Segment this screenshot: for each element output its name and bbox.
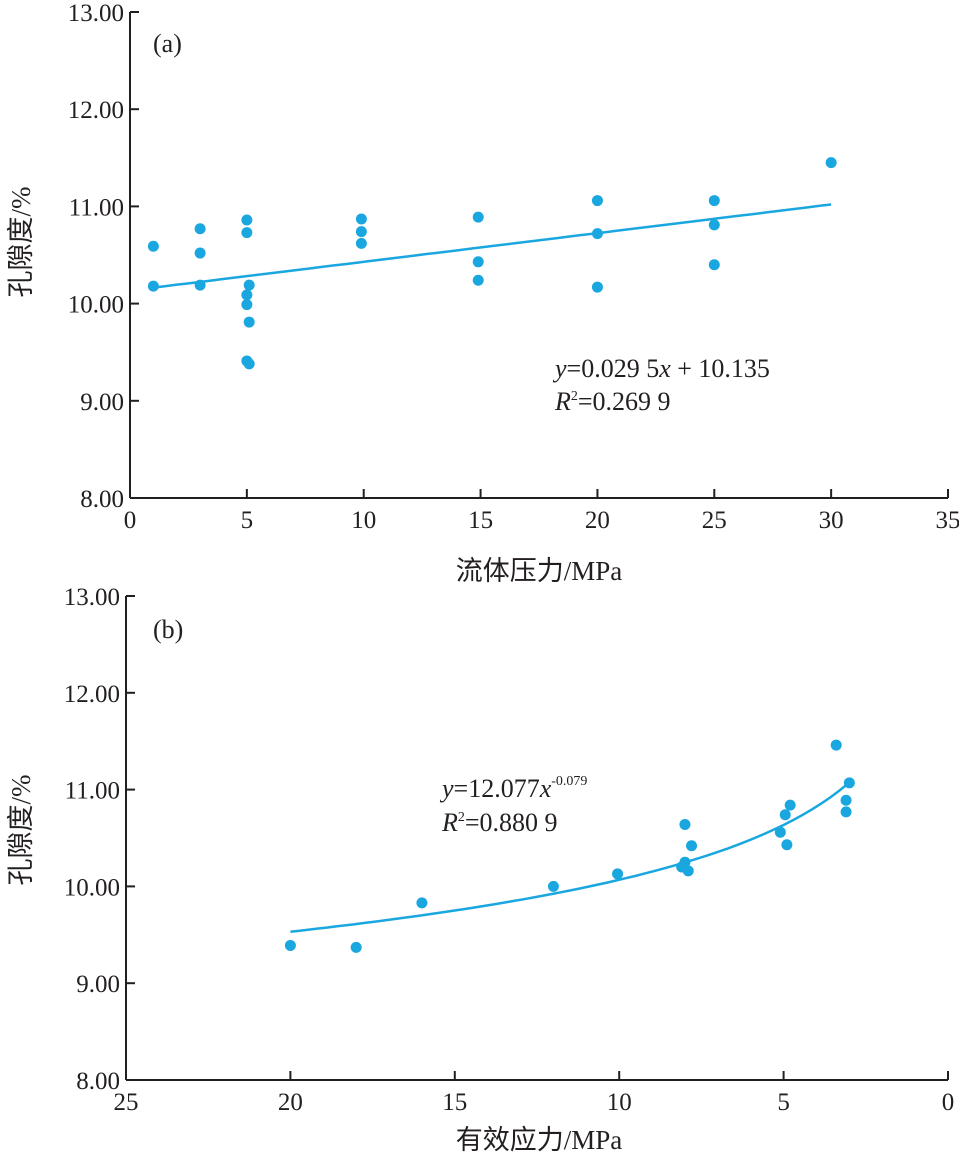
x-ticks: 0 5 10 15 20 25 30 35 xyxy=(124,489,959,534)
panel-label: (b) xyxy=(153,615,183,644)
y-tick-label: 9.00 xyxy=(80,389,124,416)
data-point xyxy=(243,279,255,291)
data-point xyxy=(147,240,159,252)
x-tick-label: 10 xyxy=(351,507,376,534)
data-point xyxy=(591,195,603,207)
y-axis-title: 孔隙度/% xyxy=(6,775,36,886)
data-point xyxy=(243,316,255,328)
data-point xyxy=(355,226,367,238)
y-tick-label: 10.00 xyxy=(68,292,124,319)
x-tick-label: 15 xyxy=(468,507,493,534)
data-point xyxy=(840,794,852,806)
data-point xyxy=(591,228,603,240)
data-point xyxy=(686,840,698,852)
x-ticks: 25 20 15 10 5 0 xyxy=(114,1071,955,1116)
y-axis-title: 孔隙度/% xyxy=(6,187,36,298)
panel-a: 8.00 9.00 10.00 11.00 12.00 13.00 0 5 10 15 20 25 3… xyxy=(6,0,959,586)
data-point xyxy=(194,279,206,291)
r-squared: R2=0.880 9 xyxy=(441,808,558,837)
x-tick-label: 30 xyxy=(819,507,844,534)
x-axis-title: 有效应力/MPa xyxy=(456,1125,623,1155)
y-tick-label: 10.00 xyxy=(64,874,120,901)
y-tick-label: 13.00 xyxy=(64,584,120,611)
y-tick-label: 11.00 xyxy=(69,194,124,221)
data-point xyxy=(147,280,159,292)
data-point xyxy=(355,237,367,249)
r-squared: R2=0.269 9 xyxy=(554,387,671,416)
data-point xyxy=(591,281,603,293)
data-point xyxy=(355,213,367,225)
data-point xyxy=(241,227,253,239)
x-tick-label: 15 xyxy=(442,1089,467,1116)
x-tick-label: 20 xyxy=(278,1089,303,1116)
x-axis-title: 流体压力/MPa xyxy=(456,556,623,586)
data-point xyxy=(774,826,786,838)
data-point xyxy=(679,818,691,830)
data-point xyxy=(840,806,852,818)
y-tick-label: 9.00 xyxy=(76,971,120,998)
data-point xyxy=(472,211,484,223)
data-point xyxy=(472,274,484,286)
data-point xyxy=(682,865,694,877)
x-tick-label: 5 xyxy=(241,507,254,534)
fit-line xyxy=(153,203,832,289)
data-point xyxy=(547,880,559,892)
x-tick-label: 10 xyxy=(607,1089,632,1116)
y-tick-label: 8.00 xyxy=(80,486,124,513)
x-tick-label: 25 xyxy=(702,507,727,534)
data-point xyxy=(612,868,624,880)
data-point xyxy=(416,897,428,909)
data-point xyxy=(830,739,842,751)
y-ticks: 8.00 9.00 10.00 11.00 12.00 13.00 xyxy=(68,0,139,513)
data-points xyxy=(147,157,837,370)
data-points xyxy=(284,739,855,953)
data-point xyxy=(679,856,691,868)
panel-label: (a) xyxy=(153,29,182,58)
data-point xyxy=(243,358,255,370)
x-tick-label: 25 xyxy=(114,1089,139,1116)
x-tick-label: 5 xyxy=(777,1089,790,1116)
data-point xyxy=(194,247,206,259)
data-point xyxy=(241,214,253,226)
data-point xyxy=(825,157,837,169)
x-tick-label: 0 xyxy=(942,1089,955,1116)
data-point xyxy=(708,259,720,271)
data-point xyxy=(784,799,796,811)
data-point xyxy=(843,777,855,789)
data-point xyxy=(781,839,793,851)
y-tick-label: 8.00 xyxy=(76,1068,120,1095)
y-tick-label: 13.00 xyxy=(68,0,124,27)
regression-equation: y=0.029 5x + 10.135 xyxy=(552,354,770,383)
fit-line xyxy=(290,781,851,933)
y-tick-label: 12.00 xyxy=(64,681,120,708)
data-point xyxy=(472,256,484,268)
regression-equation: y=12.077x-0.079 xyxy=(439,774,587,803)
y-tick-label: 11.00 xyxy=(65,778,120,805)
data-point xyxy=(350,941,362,953)
y-tick-label: 12.00 xyxy=(68,97,124,124)
x-tick-label: 0 xyxy=(124,507,137,534)
data-point xyxy=(779,809,791,821)
data-point xyxy=(241,289,253,301)
data-point xyxy=(284,939,296,951)
y-ticks: 8.00 9.00 10.00 11.00 12.00 13.00 xyxy=(64,584,135,1095)
data-point xyxy=(194,223,206,235)
data-point xyxy=(708,219,720,231)
data-point xyxy=(708,195,720,207)
x-tick-label: 35 xyxy=(936,507,959,534)
data-point xyxy=(241,299,253,311)
x-tick-label: 20 xyxy=(585,507,610,534)
